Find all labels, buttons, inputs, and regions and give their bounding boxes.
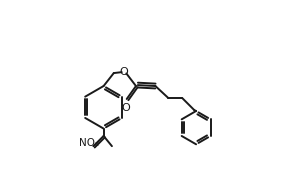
Text: NO₂: NO₂: [79, 138, 99, 148]
Text: O: O: [121, 103, 130, 113]
Text: O: O: [120, 67, 128, 77]
